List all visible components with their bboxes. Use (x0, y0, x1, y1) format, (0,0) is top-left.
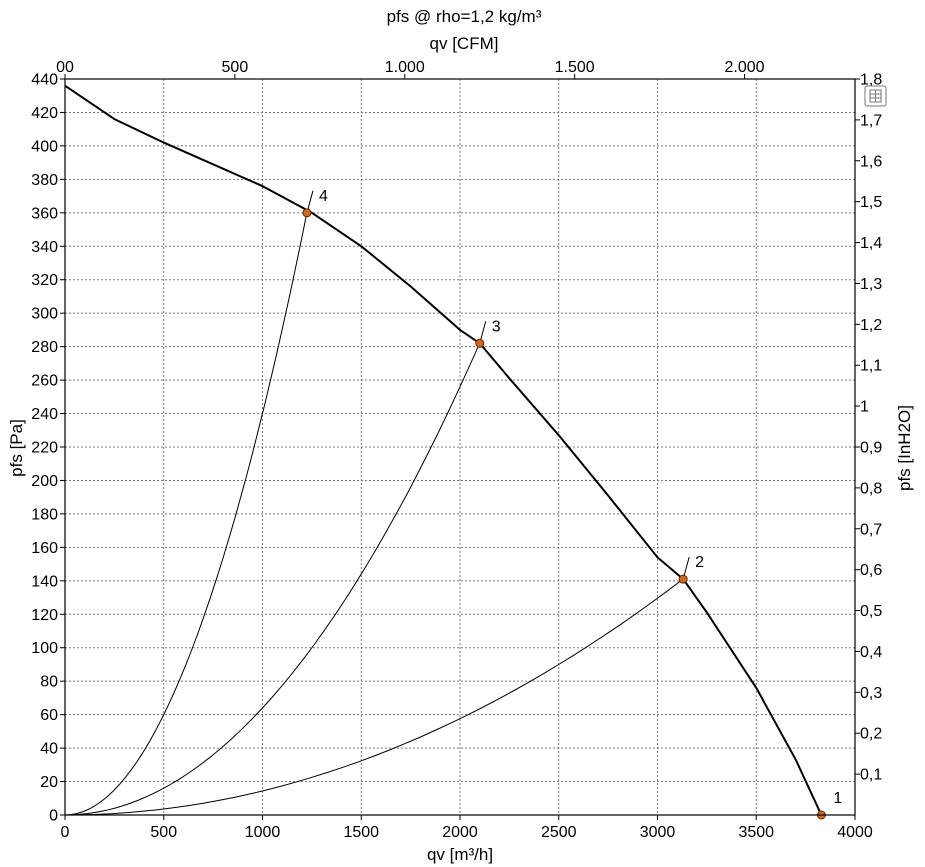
y-tick-label: 20 (40, 774, 58, 791)
x-tick-label: 4000 (837, 824, 873, 841)
y-tick-label: 260 (31, 373, 58, 390)
y-right-tick-label: 0,5 (860, 603, 882, 620)
y-tick-label: 340 (31, 239, 58, 256)
x-tick-label: 2500 (541, 824, 577, 841)
y-tick-label: 300 (31, 306, 58, 323)
y-tick-label: 320 (31, 272, 58, 289)
y-right-tick-label: 1,8 (860, 72, 882, 89)
y-tick-label: 420 (31, 105, 58, 122)
table-icon[interactable] (864, 85, 887, 107)
x-tick-label: 1000 (245, 824, 281, 841)
y-right-tick-label: 0,7 (860, 521, 882, 538)
x-tick-label: 3500 (738, 824, 774, 841)
y-tick-label: 360 (31, 205, 58, 222)
y-tick-label: 240 (31, 406, 58, 423)
operating-point-label: 4 (319, 188, 328, 205)
right-axis-label: pfs [InH2O] (895, 405, 914, 491)
y-right-tick-label: 1,4 (860, 235, 882, 252)
y-right-tick-label: 0,2 (860, 726, 882, 743)
plot-frame (64, 78, 856, 816)
x-tick-label: 3000 (640, 824, 676, 841)
curves (64, 84, 823, 816)
operating-point-label: 2 (695, 554, 704, 571)
system-curve (64, 212, 308, 816)
system-curve (64, 578, 684, 816)
y-right-tick-label: 0,6 (860, 562, 882, 579)
y-tick-label: 280 (31, 339, 58, 356)
x-top-tick-label: 00 (56, 59, 74, 76)
y-tick-label: 0 (49, 808, 58, 825)
y-right-tick-label: 0,9 (860, 440, 882, 457)
y-right-tick-label: 1 (860, 399, 869, 416)
x-tick-label: 0 (61, 824, 70, 841)
x-top-tick-label: 500 (222, 59, 249, 76)
y-right-tick-label: 1,1 (860, 358, 882, 375)
x-tick-label: 500 (150, 824, 177, 841)
y-tick-label: 180 (31, 506, 58, 523)
y-tick-label: 220 (31, 440, 58, 457)
operating-point-3 (475, 338, 485, 348)
y-tick-label: 440 (31, 72, 58, 89)
operating-point-4 (302, 208, 312, 218)
y-tick-label: 380 (31, 172, 58, 189)
y-right-tick-label: 1,2 (860, 317, 882, 334)
y-tick-label: 80 (40, 674, 58, 691)
y-right-tick-label: 0,1 (860, 767, 882, 784)
operating-point-label: 3 (492, 318, 501, 335)
x-tick-label: 1500 (343, 824, 379, 841)
operating-point-label: 1 (833, 790, 842, 807)
left-axis-label: pfs [Pa] (7, 419, 26, 477)
y-right-tick-label: 1,7 (860, 112, 882, 129)
system-curve (64, 342, 481, 816)
y-tick-label: 60 (40, 707, 58, 724)
grid-lines (60, 74, 860, 820)
tick-labels: 0204060801001201401601802002202402602803… (31, 59, 882, 841)
x-tick-label: 2000 (442, 824, 478, 841)
x-top-tick-label: 1.000 (385, 59, 425, 76)
y-tick-label: 40 (40, 741, 58, 758)
y-tick-label: 100 (31, 640, 58, 657)
y-tick-label: 120 (31, 607, 58, 624)
y-tick-label: 160 (31, 540, 58, 557)
y-right-tick-label: 0,3 (860, 685, 882, 702)
bottom-axis-label: qv [m³/h] (427, 845, 493, 864)
y-right-tick-label: 1,3 (860, 276, 882, 293)
top-axis-label: qv [CFM] (430, 34, 499, 53)
operating-point-2 (678, 574, 688, 584)
y-tick-label: 140 (31, 573, 58, 590)
y-tick-label: 400 (31, 138, 58, 155)
chart-title: pfs @ rho=1,2 kg/m³ (387, 7, 542, 26)
y-right-tick-label: 1,6 (860, 153, 882, 170)
y-right-tick-label: 0,4 (860, 644, 882, 661)
x-top-tick-label: 1.500 (555, 59, 595, 76)
fan-curve (64, 84, 823, 816)
y-right-tick-label: 0,8 (860, 480, 882, 497)
y-right-tick-label: 1,5 (860, 194, 882, 211)
y-tick-label: 200 (31, 473, 58, 490)
x-top-tick-label: 2.000 (725, 59, 765, 76)
operating-points: 1 2 3 4 (302, 188, 842, 820)
